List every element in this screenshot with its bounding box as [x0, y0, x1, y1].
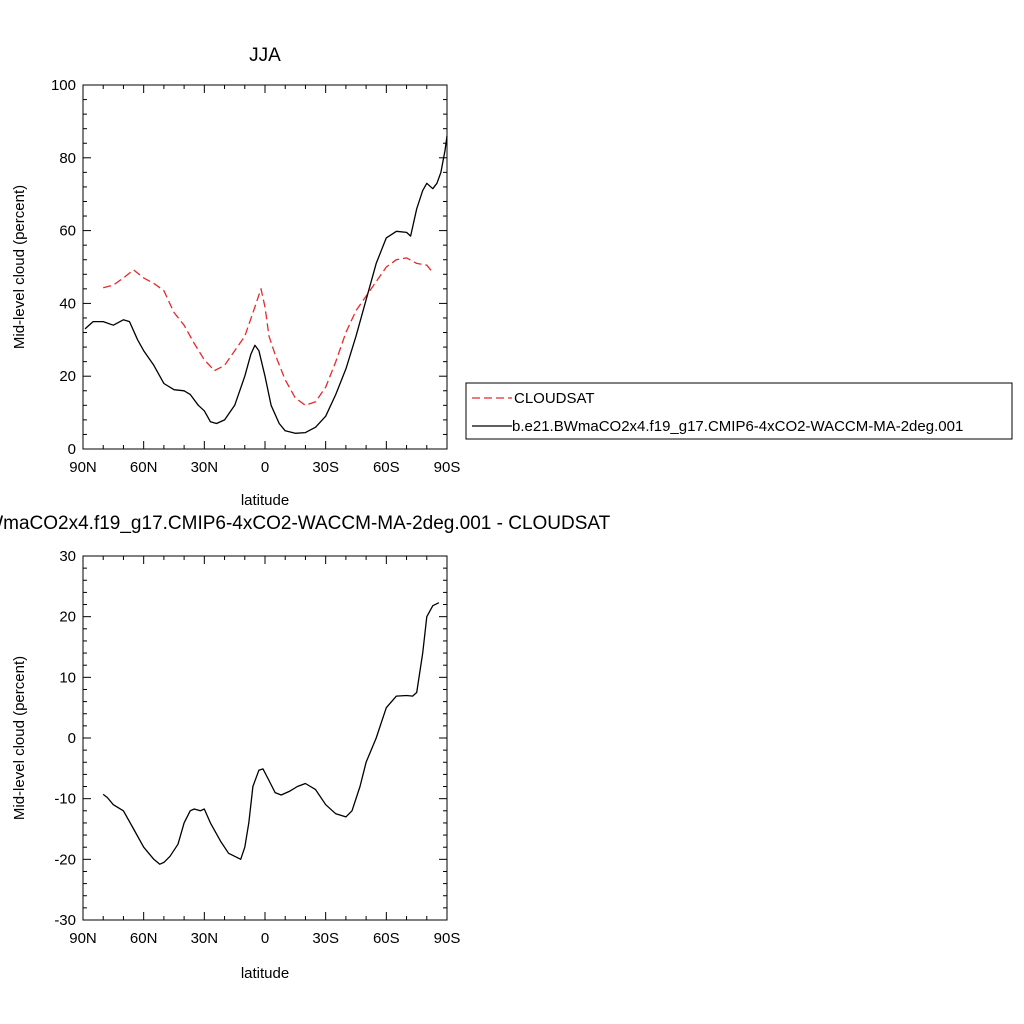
- bottom-ticks: 90N 60N 30N 0 30S 60S 90S -30 -20 -10 0 10 20 30: [54, 548, 460, 947]
- top-y-axis-label: Mid-level cloud (percent): [11, 185, 28, 349]
- top-x-axis-label: latitude: [241, 492, 289, 509]
- bottom-panel: b.e21.BWmaCO2x4.f19_g17.CMIP6-4xCO2-WACC…: [0, 513, 611, 982]
- legend-label-cloudsat: CLOUDSAT: [514, 390, 595, 407]
- bottom-x-axis-label: latitude: [241, 965, 289, 982]
- x-tick-label: 90N: [69, 459, 97, 476]
- x-tick-label: 60S: [373, 459, 400, 476]
- y-tick-label: -30: [54, 912, 76, 929]
- top-panel: JJA Mid-level cloud (percent) latitude 9…: [11, 45, 460, 509]
- y-tick-label: 100: [51, 77, 76, 94]
- x-tick-label: 30S: [312, 930, 339, 947]
- y-tick-label: 20: [59, 368, 76, 385]
- x-tick-label: 60N: [130, 459, 158, 476]
- top-plot-frame: [82, 84, 448, 450]
- bottom-plot-frame: [82, 555, 448, 921]
- x-tick-label: 90S: [434, 930, 461, 947]
- bottom-y-axis-label: Mid-level cloud (percent): [11, 656, 28, 820]
- bottom-chart-title: b.e21.BWmaCO2x4.f19_g17.CMIP6-4xCO2-WACC…: [0, 513, 611, 534]
- y-tick-label: -10: [54, 791, 76, 808]
- x-tick-label: 30N: [191, 930, 219, 947]
- x-tick-label: 60N: [130, 930, 158, 947]
- x-tick-label: 90S: [434, 459, 461, 476]
- y-tick-label: 0: [68, 730, 76, 747]
- top-series-line-1: [84, 135, 448, 434]
- top-series-lines: [84, 135, 448, 434]
- top-chart-title: JJA: [249, 45, 281, 66]
- bottom-series-line-0: [102, 602, 440, 865]
- y-tick-label: 0: [68, 441, 76, 458]
- x-tick-label: 90N: [69, 930, 97, 947]
- legend-box: [465, 382, 1013, 440]
- y-tick-label: 80: [59, 150, 76, 167]
- y-tick-label: 30: [59, 548, 76, 565]
- legend: CLOUDSAT b.e21.BWmaCO2x4.f19_g17.CMIP6-4…: [465, 382, 1013, 440]
- y-tick-label: 40: [59, 295, 76, 312]
- x-tick-label: 60S: [373, 930, 400, 947]
- x-tick-label: 0: [261, 459, 269, 476]
- y-tick-label: -20: [54, 851, 76, 868]
- x-tick-label: 30S: [312, 459, 339, 476]
- x-tick-label: 30N: [191, 459, 219, 476]
- y-tick-label: 10: [59, 669, 76, 686]
- x-tick-label: 0: [261, 930, 269, 947]
- bottom-series-lines: [102, 602, 440, 865]
- legend-label-model: b.e21.BWmaCO2x4.f19_g17.CMIP6-4xCO2-WACC…: [512, 418, 963, 435]
- y-tick-label: 20: [59, 609, 76, 626]
- y-tick-label: 60: [59, 223, 76, 240]
- top-ticks: 90N 60N 30N 0 30S 60S 90S 0 20 40 60 80 100: [51, 77, 460, 476]
- top-series-line-0: [103, 257, 434, 406]
